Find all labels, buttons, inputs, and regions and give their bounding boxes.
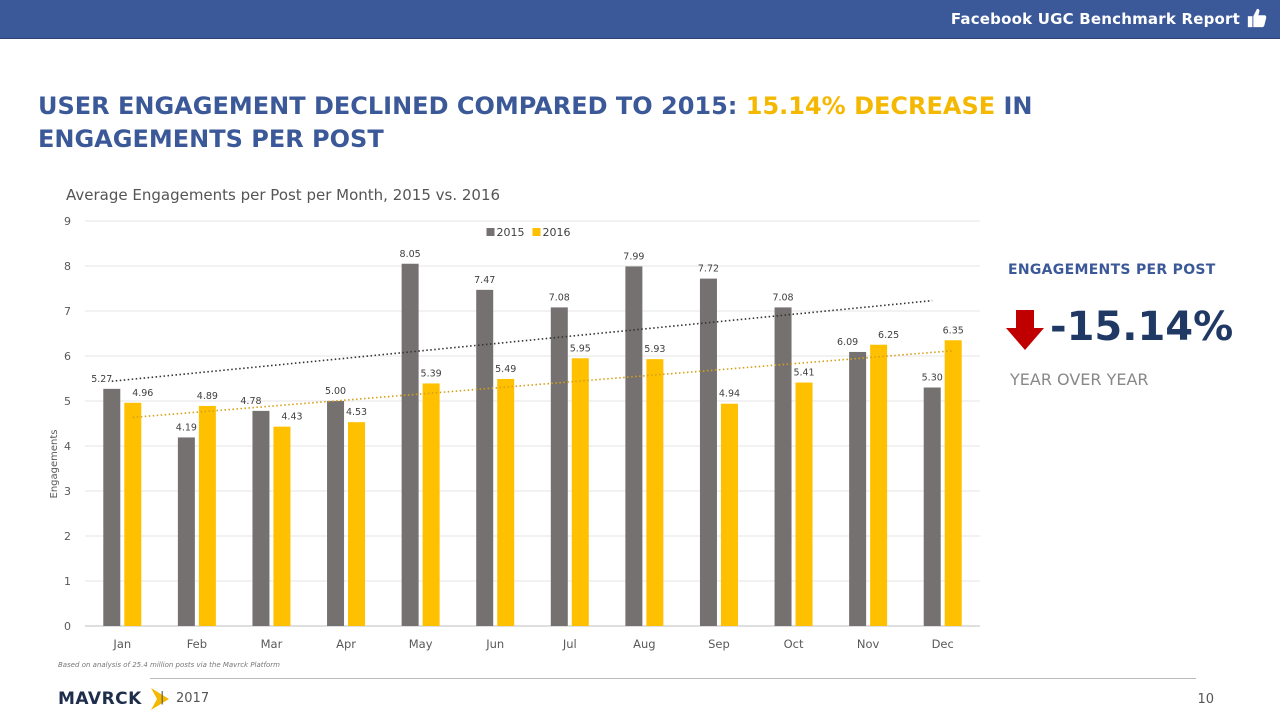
- x-tick-label: Oct: [784, 637, 804, 651]
- kpi-subtitle: YEAR OVER YEAR: [1010, 370, 1149, 389]
- report-title: Facebook UGC Benchmark Report: [950, 10, 1240, 28]
- bar-2016: [422, 383, 440, 626]
- data-label-2016: 5.39: [421, 368, 442, 379]
- chevron-right-icon: [150, 688, 169, 710]
- data-label-2015: 7.99: [623, 251, 644, 262]
- data-label-2015: 4.78: [240, 396, 261, 407]
- y-tick-label: 3: [64, 485, 71, 498]
- legend-label-2016: 2016: [543, 226, 571, 239]
- x-tick-label: Jun: [485, 637, 504, 651]
- data-label-2015: 4.19: [176, 422, 197, 433]
- x-tick-label: Jan: [112, 637, 131, 651]
- page-headline: User engagement declined compared to 201…: [38, 90, 1238, 156]
- bar-2016: [944, 340, 962, 626]
- bar-2016: [198, 405, 216, 626]
- data-label-2016: 5.49: [495, 364, 516, 375]
- kpi-value: -15.14%: [1050, 304, 1234, 350]
- x-tick-label: Sep: [708, 637, 730, 651]
- bar-2015: [476, 289, 494, 626]
- bar-2015: [849, 351, 867, 626]
- bar-2015: [774, 307, 792, 626]
- bar-chart: 0 1 2 3 4 5 6 7 8 9 Engagements 5.27 4.96 Jan 4.19 4.89…: [49, 215, 980, 651]
- y-tick-label: 8: [64, 260, 71, 273]
- x-tick-label: Apr: [336, 637, 356, 651]
- bar-2016: [124, 402, 142, 626]
- data-label-2015: 7.72: [698, 264, 719, 275]
- data-label-2015: 7.08: [772, 292, 793, 303]
- data-label-2016: 5.93: [644, 344, 665, 355]
- kpi-label: ENGAGEMENTS PER POST: [1008, 262, 1216, 278]
- bar-2015: [625, 266, 643, 626]
- data-label-2016: 4.53: [346, 407, 367, 418]
- bar-2015: [327, 401, 345, 626]
- y-tick-label: 2: [64, 530, 71, 543]
- x-tick-label: Dec: [932, 637, 954, 651]
- thumbs-up-icon: [1247, 8, 1267, 28]
- data-label-2016: 4.89: [197, 391, 218, 402]
- y-tick-label: 4: [64, 440, 71, 453]
- footnote: Based on analysis of 25.4 million posts …: [58, 661, 280, 669]
- data-label-2015: 6.09: [837, 337, 858, 348]
- y-tick-label: 5: [64, 395, 71, 408]
- bar-2016: [497, 378, 515, 626]
- footer-separator: |: [160, 690, 165, 705]
- chart-title: Average Engagements per Post per Month, …: [66, 186, 501, 204]
- data-label-2016: 4.43: [281, 412, 302, 423]
- x-tick-label: Aug: [633, 637, 655, 651]
- data-label-2015: 5.00: [325, 386, 346, 397]
- footer-year: 2017: [176, 691, 210, 706]
- trendline-2015: [111, 299, 933, 383]
- data-label-2016: 6.35: [943, 325, 964, 336]
- headline-part2: in engagements per post: [38, 92, 1033, 153]
- bar-2016: [646, 359, 664, 626]
- data-label-2015: 7.08: [549, 292, 570, 303]
- x-tick-label: Feb: [187, 637, 207, 651]
- bar-2015: [103, 388, 121, 626]
- legend-label-2015: 2015: [497, 226, 525, 239]
- data-label-2015: 5.27: [91, 374, 112, 385]
- data-label-2016: 6.25: [878, 330, 899, 341]
- y-tick-label: 7: [64, 305, 71, 318]
- data-label-2015: 7.47: [474, 275, 495, 286]
- bar-2015: [923, 387, 941, 626]
- bar-2015: [252, 410, 270, 626]
- y-tick-label: 0: [64, 620, 71, 633]
- trendline-2016: [132, 349, 954, 419]
- x-tick-label: May: [409, 637, 433, 651]
- bar-2016: [795, 382, 813, 626]
- data-label-2015: 5.30: [922, 373, 943, 384]
- top-bar: Facebook UGC Benchmark Report: [0, 0, 1280, 39]
- bar-2015: [699, 278, 717, 626]
- legend-swatch-2015: [486, 228, 495, 236]
- bar-2015: [177, 437, 195, 626]
- data-label-2016: 4.96: [132, 388, 153, 399]
- down-arrow-icon: [1006, 310, 1044, 350]
- page-number: 10: [1197, 692, 1214, 707]
- x-tick-label: Nov: [857, 637, 880, 651]
- bar-2016: [273, 426, 291, 626]
- bar-2016: [348, 422, 366, 626]
- data-label-2016: 5.95: [570, 343, 591, 354]
- logo-text: MAVRCK: [58, 689, 142, 709]
- y-tick-label: 1: [64, 575, 71, 588]
- footer-divider: [150, 678, 1196, 679]
- y-tick-label: 6: [64, 350, 71, 363]
- y-axis-label: Engagements: [49, 430, 60, 499]
- x-tick-label: Jul: [562, 637, 577, 651]
- headline-part1: User engagement declined compared to 201…: [38, 92, 746, 120]
- mavrck-logo: MAVRCK: [58, 688, 169, 710]
- bar-2015: [401, 263, 419, 626]
- bar-2015: [550, 307, 568, 626]
- x-tick-label: Mar: [261, 637, 283, 651]
- bar-2016: [571, 358, 589, 626]
- data-label-2016: 4.94: [719, 389, 740, 400]
- bar-2016: [870, 344, 888, 626]
- data-label-2016: 5.41: [793, 368, 814, 379]
- y-tick-label: 9: [64, 215, 71, 228]
- data-label-2015: 8.05: [400, 249, 421, 260]
- bar-2016: [720, 403, 738, 626]
- headline-highlight: 15.14% decrease: [745, 92, 996, 120]
- legend-swatch-2016: [532, 228, 541, 236]
